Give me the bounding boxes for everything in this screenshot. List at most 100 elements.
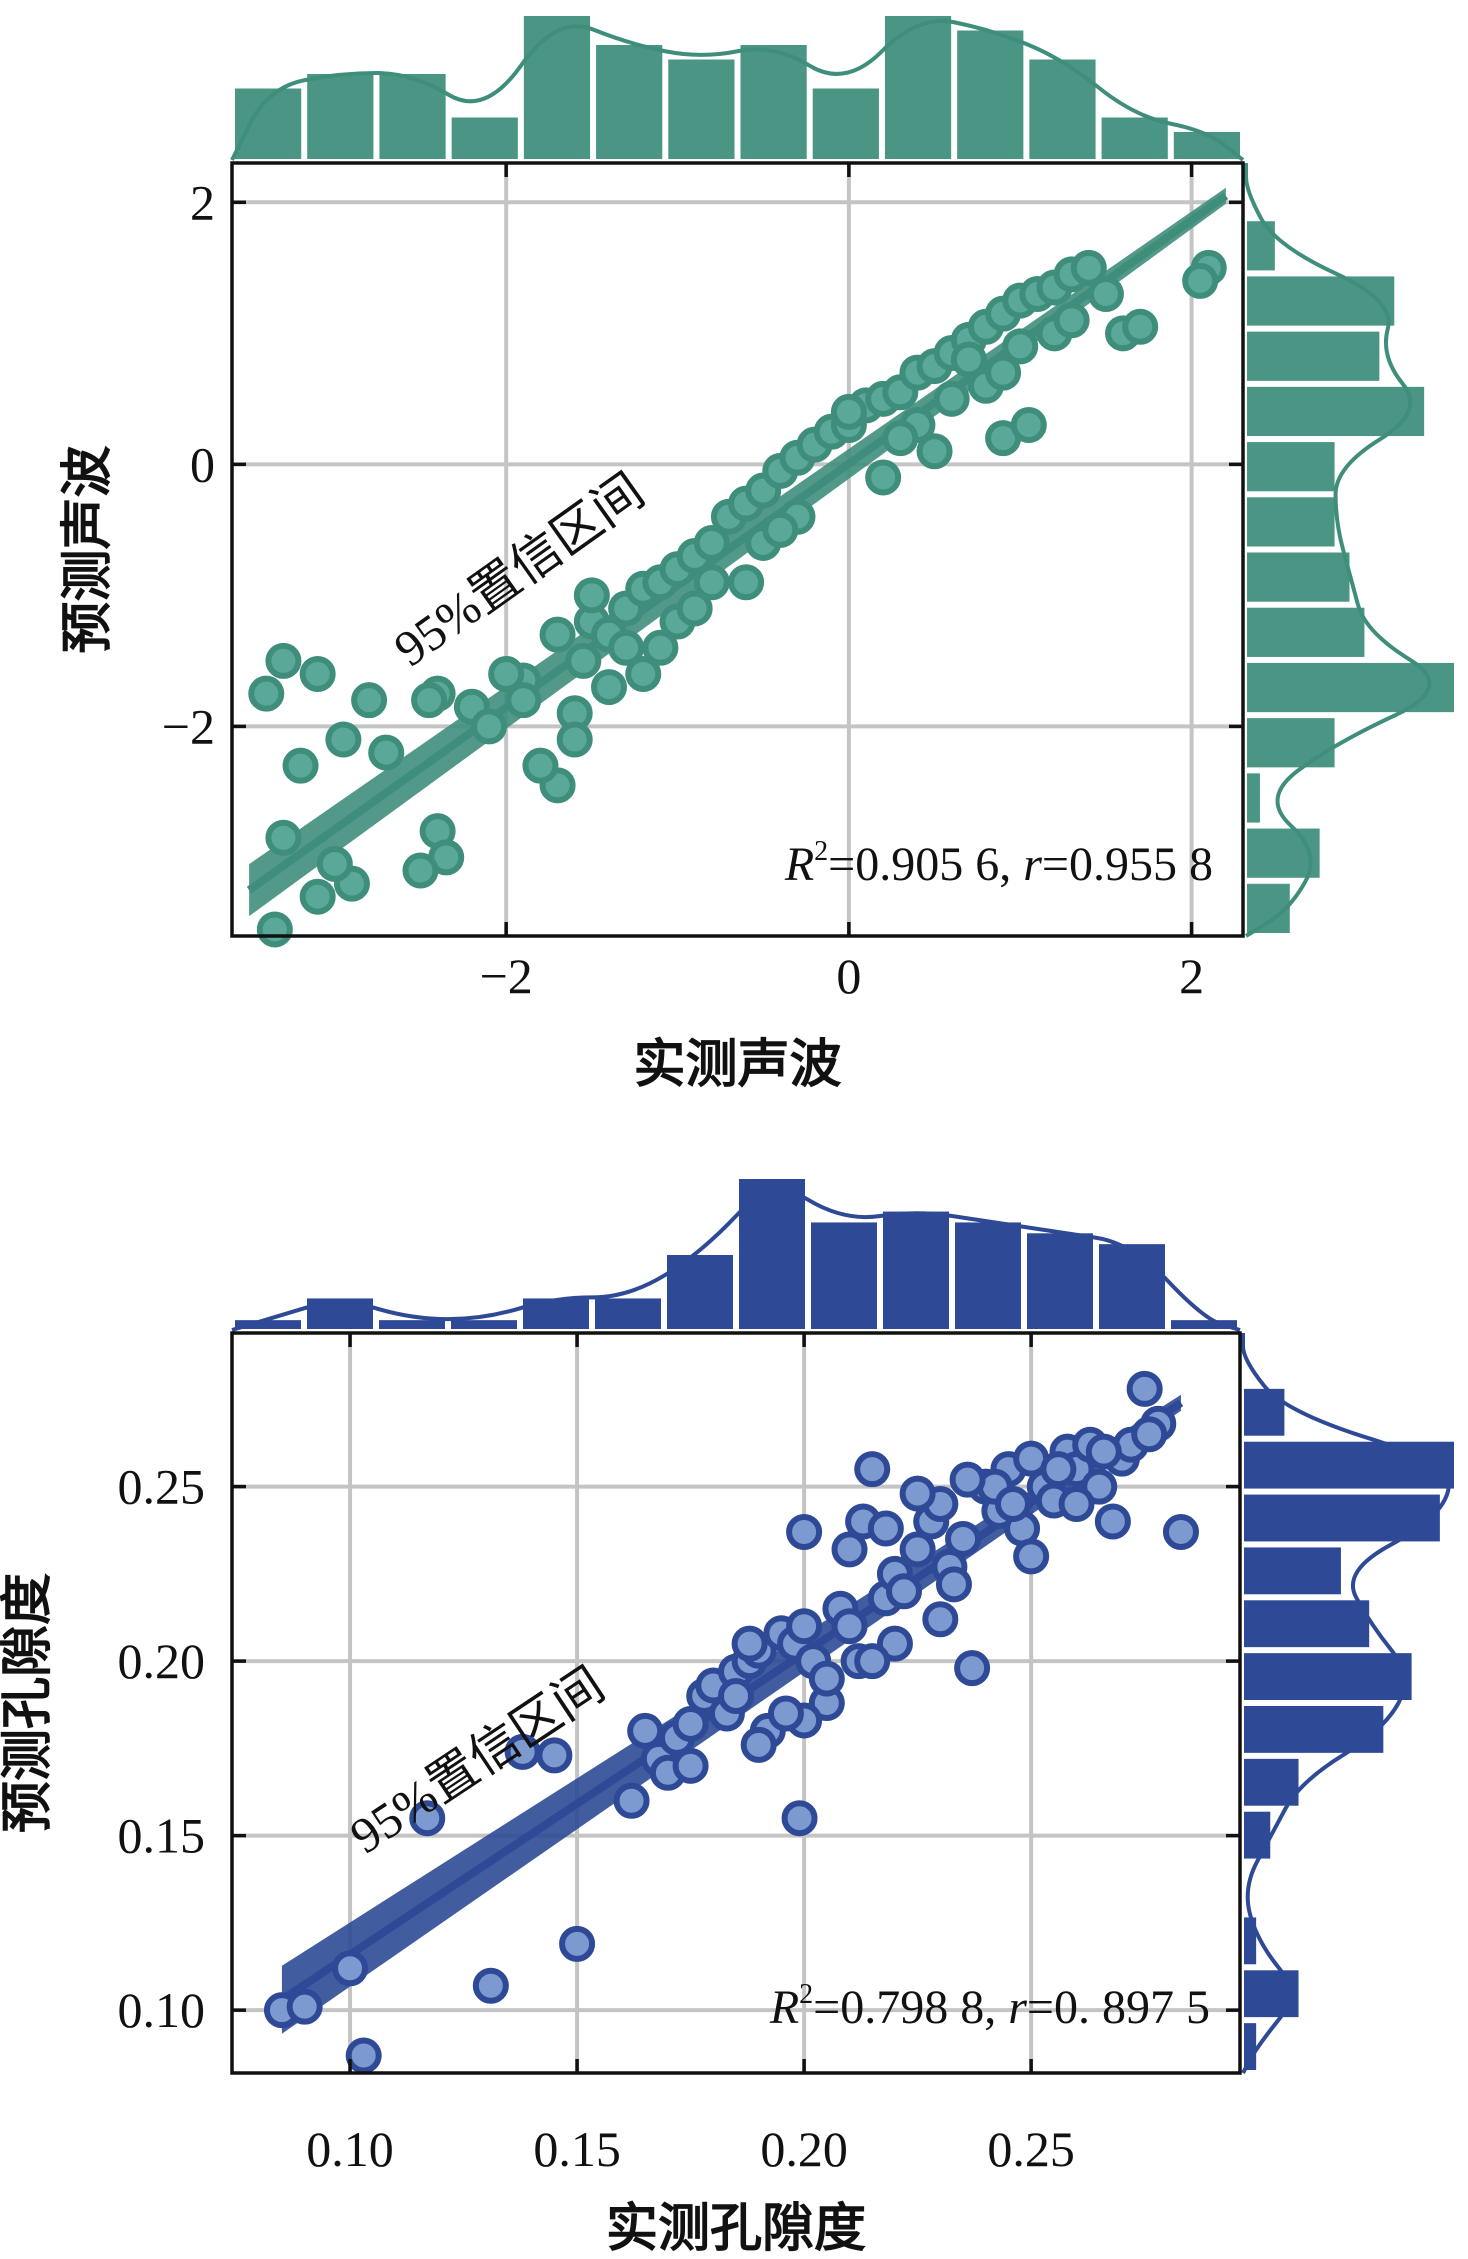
histogram-bar-x bbox=[1169, 1318, 1239, 1331]
data-point bbox=[831, 1608, 868, 1645]
data-point bbox=[933, 380, 970, 417]
data-point bbox=[854, 1643, 891, 1680]
histogram-bar-y bbox=[1242, 1439, 1456, 1491]
data-point bbox=[1040, 1451, 1077, 1488]
histogram-bar-x bbox=[233, 86, 304, 161]
data-point bbox=[731, 1625, 768, 1662]
histogram-bar-x bbox=[666, 57, 737, 161]
data-point bbox=[1182, 262, 1219, 299]
kde-curve-y bbox=[1240, 1330, 1451, 2074]
y-tick-label: 0.10 bbox=[118, 1982, 206, 2038]
plot-frame bbox=[230, 161, 1245, 938]
data-point bbox=[286, 1988, 323, 2025]
data-point bbox=[676, 590, 713, 627]
histogram-bar-y bbox=[1242, 1704, 1386, 1755]
data-point bbox=[899, 1475, 936, 1512]
y-tick-label: 2 bbox=[190, 174, 215, 230]
r2-value: =0.905 6, bbox=[828, 838, 1023, 891]
histogram-bar-x bbox=[1099, 115, 1170, 161]
x-tick-label: 2 bbox=[1179, 948, 1204, 1004]
fit-statistics: R2=0.798 8, r=0. 897 5 bbox=[769, 1979, 1210, 2034]
data-point bbox=[808, 1660, 845, 1697]
histogram-bar-y bbox=[1242, 1545, 1343, 1597]
histogram-bar-x bbox=[882, 14, 954, 161]
data-point bbox=[985, 354, 1022, 391]
data-point bbox=[265, 819, 302, 856]
histogram-bar-x bbox=[594, 43, 665, 161]
data-point bbox=[351, 682, 388, 719]
y-tick-label: 0.25 bbox=[118, 1459, 206, 1515]
data-point bbox=[556, 721, 593, 758]
data-point bbox=[945, 1520, 982, 1557]
data-point bbox=[536, 1737, 573, 1774]
data-point bbox=[831, 1531, 868, 1568]
data-point bbox=[693, 564, 730, 601]
data-point bbox=[882, 420, 919, 457]
data-point bbox=[627, 1712, 664, 1749]
regression-line bbox=[246, 192, 1229, 894]
histogram-bar-x bbox=[881, 1209, 951, 1331]
histogram-bar-x bbox=[305, 1296, 375, 1332]
data-point bbox=[325, 721, 362, 758]
data-point bbox=[1126, 1370, 1163, 1407]
data-point bbox=[282, 747, 319, 784]
histogram-bar-x bbox=[593, 1296, 663, 1332]
histogram-bar-x bbox=[810, 86, 881, 161]
chart-porosity: 0.10 0.15 0.20 0.25 0.10 0.15 0.20 0.25 95%置信区间… bbox=[0, 1177, 1456, 2258]
data-point bbox=[762, 511, 799, 548]
r-value: =0.955 8 bbox=[1042, 838, 1213, 891]
data-point bbox=[740, 1726, 777, 1763]
data-point bbox=[830, 393, 867, 430]
x-tick-label: −2 bbox=[480, 948, 533, 1004]
histogram-bar-x bbox=[1097, 1242, 1167, 1331]
data-point bbox=[345, 2037, 382, 2074]
r-symbol: r bbox=[1023, 838, 1042, 891]
data-point bbox=[1053, 302, 1090, 339]
data-point bbox=[854, 1451, 891, 1488]
data-point bbox=[565, 642, 602, 679]
confidence-band bbox=[246, 187, 1229, 917]
data-point bbox=[1085, 1433, 1122, 1470]
data-point bbox=[994, 1486, 1031, 1523]
histogram-bar-x bbox=[737, 1177, 807, 1331]
data-point bbox=[954, 1650, 991, 1687]
data-point bbox=[922, 1601, 959, 1638]
histogram-bar-y bbox=[1245, 716, 1337, 770]
x-tick-label: 0.20 bbox=[760, 2121, 848, 2177]
x-tick-label: 0 bbox=[836, 948, 861, 1004]
data-point bbox=[265, 642, 302, 679]
histogram-bar-x bbox=[1025, 1231, 1095, 1332]
right-marginal-histogram bbox=[1244, 163, 1456, 938]
x-tick-label: 0.15 bbox=[533, 2121, 621, 2177]
data-point bbox=[642, 629, 679, 666]
histogram-bar-x bbox=[738, 43, 809, 161]
data-point bbox=[1002, 328, 1039, 365]
data-point bbox=[693, 524, 730, 561]
histogram-bar-x bbox=[521, 1296, 591, 1332]
data-point bbox=[1081, 1468, 1118, 1505]
scatter-points bbox=[248, 249, 1227, 948]
data-point bbox=[949, 1461, 986, 1498]
histogram-bar-x bbox=[377, 1318, 447, 1331]
top-marginal-histogram bbox=[230, 14, 1246, 162]
data-point bbox=[368, 734, 405, 771]
histogram-bar-y bbox=[1245, 660, 1456, 715]
histogram-bar-y bbox=[1245, 274, 1397, 328]
histogram-bar-x bbox=[1027, 57, 1098, 161]
r2-symbol: R bbox=[784, 838, 814, 891]
data-point bbox=[950, 341, 987, 378]
data-point bbox=[1122, 308, 1159, 345]
top-marginal-histogram bbox=[231, 1177, 1241, 1332]
histogram-bar-x bbox=[955, 28, 1026, 161]
r2-superscript: 2 bbox=[814, 836, 828, 867]
data-point bbox=[488, 655, 525, 692]
data-point bbox=[590, 669, 627, 706]
data-point bbox=[767, 1695, 804, 1732]
histogram-bar-x bbox=[449, 115, 520, 161]
data-point bbox=[256, 911, 293, 948]
data-point bbox=[316, 845, 353, 882]
data-point bbox=[865, 459, 902, 496]
data-point bbox=[559, 1925, 596, 1962]
data-point bbox=[299, 655, 336, 692]
